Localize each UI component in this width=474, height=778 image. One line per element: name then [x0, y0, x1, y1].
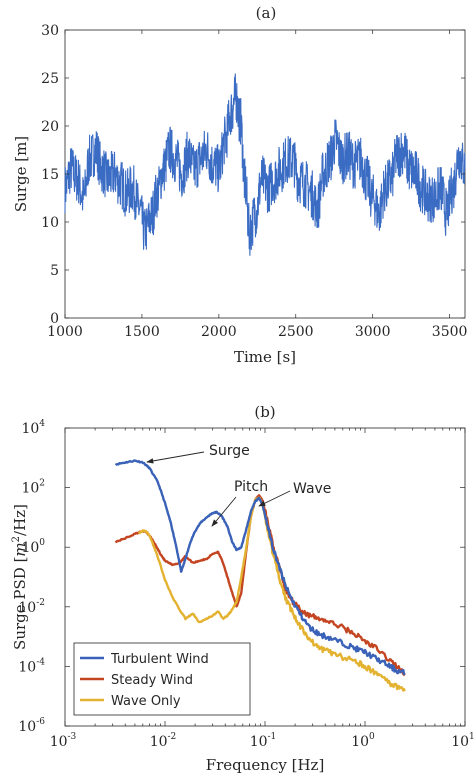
- chart-a-x-tick-label: 1000: [47, 324, 83, 340]
- chart-a-y-tick-label: 5: [50, 263, 59, 279]
- chart-b-legend: Turbulent Wind Steady Wind Wave Only: [73, 642, 251, 716]
- chart-b-annotation-arrow: [258, 490, 291, 507]
- chart-b-legend-label: Steady Wind: [111, 673, 193, 688]
- chart-b-legend-label: Turbulent Wind: [110, 652, 209, 667]
- chart-b-annotation-arrow: [211, 496, 237, 527]
- chart-b-legend-label: Wave Only: [111, 694, 181, 709]
- chart-a-y-tick-label: 30: [41, 23, 59, 39]
- chart-a-x-tick-label: 2000: [201, 324, 237, 340]
- chart-a-x-tick-label: 3000: [355, 324, 391, 340]
- chart-b-y-ticks: 10-6 10-4 10-2 100 102 104: [18, 419, 465, 735]
- chart-a-series-line: [64, 73, 466, 256]
- chart-b-x-axis-label: Frequency [Hz]: [206, 756, 325, 774]
- chart-a-y-tick-label: 10: [41, 215, 59, 231]
- chart-b: (b) Surge Pitch Wave 10-3 10-2 10-1 100 101 10…: [11, 403, 474, 774]
- chart-b-series-group: [114, 459, 406, 692]
- chart-a-y-axis-label: Surge [m]: [12, 136, 30, 212]
- chart-b-y-axis-label: Surge PSD [m2/Hz]: [11, 504, 29, 650]
- chart-b-annotation-label: Surge: [209, 443, 250, 459]
- chart-b-y-tick-label: 100: [21, 538, 45, 556]
- chart-b-annotation-arrow: [146, 451, 205, 464]
- chart-b-annotations: Surge Pitch Wave: [146, 443, 331, 527]
- chart-a-y-ticks: 0 5 10 15 20 25 30: [41, 23, 465, 327]
- chart-b-x-tick-label: 10-3: [50, 732, 77, 750]
- chart-b-x-tick-label: 100: [351, 732, 375, 750]
- chart-b-y-tick-label: 104: [21, 419, 45, 437]
- chart-a-x-axis-label: Time [s]: [234, 348, 296, 366]
- chart-b-y-tick-label: 10-6: [18, 717, 45, 735]
- chart-a-y-tick-label: 15: [41, 167, 59, 183]
- chart-a-title: (a): [256, 4, 277, 22]
- chart-b-x-tick-label: 101: [451, 732, 474, 750]
- chart-b-x-tick-label: 10-1: [250, 732, 277, 750]
- chart-b-annotation-label: Wave: [293, 481, 331, 497]
- chart-b-y-tick-label: 10-4: [18, 657, 45, 675]
- chart-a-x-tick-label: 1500: [124, 324, 160, 340]
- chart-b-annotation-label: Pitch: [234, 479, 268, 495]
- chart-b-series-line-turbulent-wind: [114, 459, 406, 676]
- chart-a-x-tick-label: 2500: [278, 324, 314, 340]
- chart-a-x-tick-label: 3500: [432, 324, 468, 340]
- chart-b-title: (b): [254, 403, 275, 421]
- chart-a-series-group: [64, 73, 466, 256]
- chart-a: (a) 1000 1500 2000 2500 3000 3500 0 5 10 15 20 25 3…: [12, 4, 467, 366]
- chart-b-x-tick-label: 10-2: [150, 732, 177, 750]
- chart-b-series-line-wave-only: [137, 496, 406, 692]
- chart-a-y-tick-label: 20: [41, 119, 59, 135]
- chart-b-y-tick-label: 10-2: [18, 598, 45, 616]
- chart-a-y-tick-label: 0: [50, 311, 59, 327]
- chart-a-x-ticks: 1000 1500 2000 2500 3000 3500: [47, 30, 467, 340]
- chart-b-y-tick-label: 102: [21, 479, 45, 497]
- chart-b-x-ticks: 10-3 10-2 10-1 100 101: [50, 428, 474, 750]
- chart-b-series-line-steady-wind: [114, 494, 406, 677]
- chart-a-y-tick-label: 25: [41, 71, 59, 87]
